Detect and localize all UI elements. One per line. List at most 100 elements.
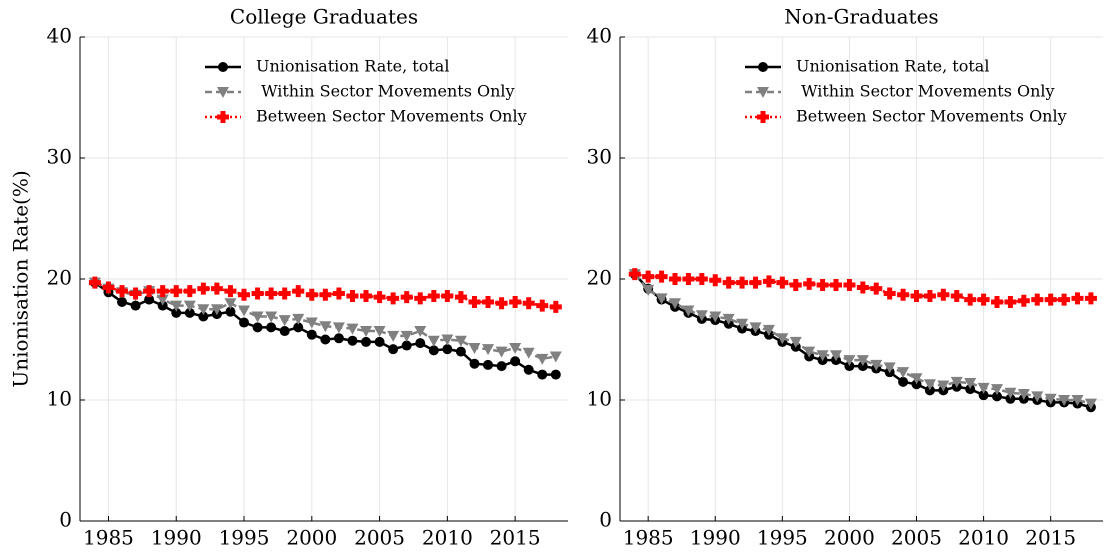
- point: [510, 356, 521, 367]
- point: [857, 361, 868, 372]
- point: [1031, 293, 1044, 306]
- point: [965, 384, 976, 395]
- point: [373, 326, 386, 338]
- x-tick-label: 1995: [757, 526, 808, 550]
- point: [454, 335, 467, 347]
- point: [225, 306, 236, 317]
- point: [509, 295, 522, 308]
- point: [844, 361, 855, 372]
- x-tick-label: 1990: [690, 526, 741, 550]
- point: [977, 293, 990, 306]
- point: [305, 288, 318, 301]
- point: [924, 385, 935, 396]
- point: [387, 292, 400, 305]
- point: [156, 294, 169, 306]
- point: [252, 322, 263, 333]
- point: [143, 285, 156, 298]
- point: [1058, 395, 1071, 406]
- y-tick-label: 40: [47, 24, 72, 48]
- point: [320, 334, 331, 345]
- point: [224, 298, 237, 310]
- point: [1058, 293, 1071, 306]
- y-tick-label: 30: [47, 145, 72, 169]
- point: [803, 277, 816, 290]
- point: [523, 364, 534, 375]
- point: [360, 326, 373, 338]
- point: [964, 378, 977, 390]
- point: [170, 300, 183, 312]
- point: [238, 288, 251, 301]
- point: [937, 380, 950, 392]
- y-tick-label: 40: [587, 24, 612, 48]
- point: [387, 330, 400, 342]
- point: [843, 355, 856, 367]
- point: [442, 344, 453, 355]
- series-line: [633, 273, 1092, 405]
- point: [536, 353, 549, 365]
- point: [789, 279, 802, 292]
- y-tick-label: 30: [587, 145, 612, 169]
- point: [736, 276, 749, 289]
- point: [265, 311, 278, 323]
- point: [441, 334, 454, 346]
- point: [388, 344, 399, 355]
- point: [910, 289, 923, 302]
- point: [1017, 294, 1030, 307]
- point: [218, 62, 228, 72]
- point: [682, 273, 695, 285]
- point: [239, 317, 250, 328]
- point: [762, 324, 775, 336]
- point: [346, 323, 359, 335]
- y-tick-label: 10: [587, 387, 612, 411]
- x-tick-label: 2000: [824, 526, 875, 550]
- legend-label: Within Sector Movements Only: [256, 82, 515, 101]
- point: [762, 275, 775, 288]
- point: [722, 313, 735, 325]
- x-tick-label: 2015: [1025, 526, 1076, 550]
- point: [278, 315, 291, 327]
- point: [628, 268, 641, 281]
- point: [197, 304, 210, 316]
- y-tick-label: 20: [587, 266, 612, 290]
- point: [210, 304, 223, 316]
- point: [210, 282, 223, 295]
- chart-title: Non-Graduates: [784, 5, 938, 29]
- point: [224, 285, 237, 298]
- point: [757, 87, 769, 98]
- point: [550, 369, 561, 380]
- x-tick-label: 1990: [151, 526, 202, 550]
- point: [830, 350, 843, 362]
- x-tick-label: 1985: [623, 526, 674, 550]
- point: [856, 281, 869, 294]
- point: [373, 291, 386, 304]
- y-axis-label: Unionisation Rate(%): [9, 170, 33, 387]
- point: [964, 293, 977, 306]
- point: [171, 307, 182, 318]
- point: [183, 300, 196, 312]
- point: [1084, 292, 1097, 305]
- point: [549, 351, 562, 363]
- point: [897, 367, 910, 379]
- point: [709, 311, 722, 323]
- point: [883, 362, 896, 374]
- point: [347, 335, 358, 346]
- point: [184, 307, 195, 318]
- point: [1005, 393, 1016, 404]
- point: [116, 285, 129, 298]
- point: [265, 287, 278, 300]
- point: [736, 318, 749, 330]
- point: [332, 287, 345, 300]
- point: [414, 292, 427, 305]
- point: [129, 287, 142, 300]
- point: [642, 284, 655, 296]
- point: [1031, 391, 1044, 403]
- point: [427, 335, 440, 347]
- point: [536, 299, 549, 312]
- point: [1044, 393, 1057, 405]
- point: [950, 289, 963, 302]
- point: [157, 300, 168, 311]
- point: [950, 376, 963, 388]
- legend-label: Within Sector Movements Only: [796, 82, 1055, 101]
- point: [415, 338, 426, 349]
- point: [428, 345, 439, 356]
